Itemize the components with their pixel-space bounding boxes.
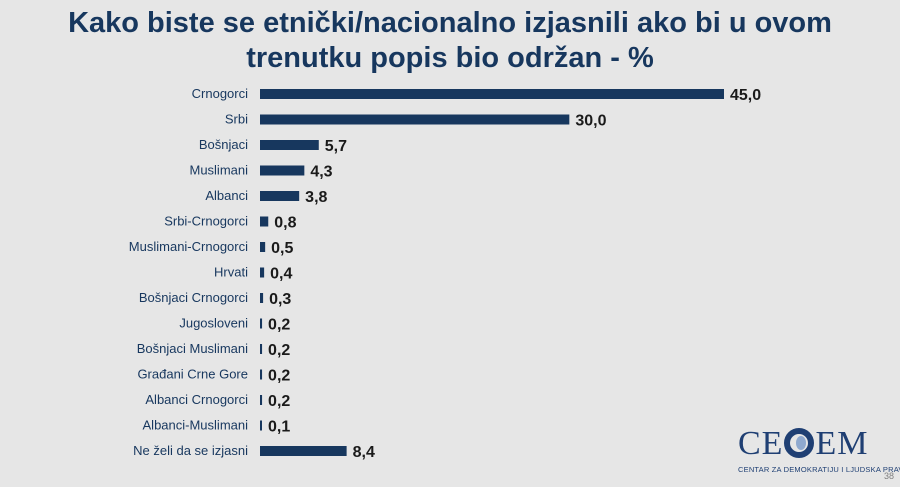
bar: [260, 369, 263, 380]
page-number: 38: [883, 471, 894, 481]
category-label: Albanci: [205, 188, 248, 203]
value-label: 0,4: [270, 266, 292, 283]
value-label: 0,2: [268, 342, 290, 359]
value-label: 5,7: [325, 138, 347, 155]
cedem-logo: CE EM CENTAR ZA DEMOKRATIJU I LJUDSKA PRA…: [736, 425, 900, 477]
value-label: 30,0: [575, 113, 606, 130]
bar: [260, 420, 262, 431]
value-label: 0,1: [268, 419, 290, 436]
category-label: Građani Crne Gore: [137, 367, 248, 382]
bar: [260, 191, 300, 201]
category-label: Muslimani-Crnogorci: [129, 239, 248, 254]
value-label: 0,8: [274, 215, 296, 232]
bar: [260, 395, 263, 405]
bar: [260, 114, 570, 125]
bar: [260, 318, 263, 329]
bar: [260, 140, 319, 150]
logo-text-right: EM: [815, 425, 869, 462]
category-label: Crnogorci: [192, 86, 248, 101]
value-label: 3,8: [305, 189, 327, 206]
category-label: Ne želi da se izjasni: [133, 443, 248, 458]
value-label: 0,2: [268, 368, 290, 385]
logo-text-left: CE: [738, 425, 784, 462]
value-label: 0,3: [269, 291, 291, 308]
category-label: Hrvati: [214, 265, 248, 280]
category-label: Albanci-Muslimani: [143, 418, 249, 433]
value-label: 8,4: [353, 444, 375, 461]
category-label: Srbi-Crnogorci: [164, 214, 248, 229]
category-label: Bošnjaci: [199, 137, 248, 152]
category-label: Bošnjaci Muslimani: [137, 341, 248, 356]
bar: [260, 89, 724, 99]
chart-title-line2: trenutku popis bio održan - %: [246, 42, 654, 74]
logo-wordmark: CE EM: [738, 425, 868, 463]
category-label: Muslimani: [189, 163, 248, 178]
value-label: 0,2: [268, 317, 290, 334]
bar: [260, 446, 347, 456]
category-label: Albanci Crnogorci: [145, 392, 248, 407]
bar: [260, 216, 269, 227]
bar: [260, 165, 305, 176]
value-label: 0,2: [268, 393, 290, 410]
value-label: 0,5: [271, 240, 293, 257]
logo-subtitle: CENTAR ZA DEMOKRATIJU I LJUDSKA PRAVA: [738, 465, 900, 474]
value-label: 4,3: [310, 164, 332, 181]
value-label: 45,0: [730, 87, 761, 104]
chart-title: Kako biste se etnički/nacionalno izjasni…: [0, 6, 900, 76]
category-label: Bošnjaci Crnogorci: [139, 290, 248, 305]
bar: [260, 293, 264, 303]
logo-circle-icon: [784, 428, 815, 458]
bar: [260, 267, 265, 278]
bar: [260, 344, 263, 354]
category-label: Jugosloveni: [179, 316, 248, 331]
bar: [260, 242, 266, 252]
chart-title-line1: Kako biste se etnički/nacionalno izjasni…: [68, 7, 832, 39]
category-label: Srbi: [225, 112, 248, 127]
